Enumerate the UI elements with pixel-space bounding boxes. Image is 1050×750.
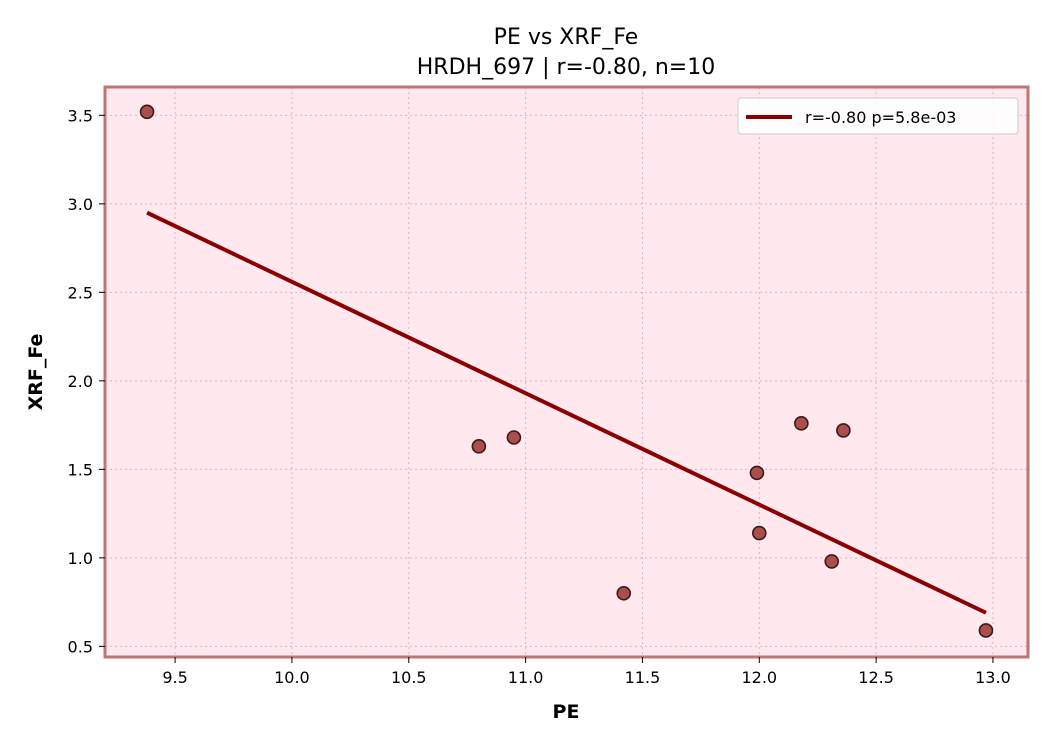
plot-area	[105, 87, 1028, 657]
data-points	[139, 104, 994, 638]
y-tick-label: 0.5	[68, 637, 93, 656]
data-point	[139, 104, 155, 120]
x-tick-label: 10.0	[274, 668, 310, 687]
y-tick-label: 2.0	[68, 372, 93, 391]
x-tick-label: 13.0	[975, 668, 1011, 687]
y-tick-label: 2.5	[68, 283, 93, 302]
legend-label: r=-0.80 p=5.8e-03	[805, 108, 956, 127]
plot-frame	[103, 85, 1030, 659]
legend: r=-0.80 p=5.8e-03	[737, 97, 1019, 135]
x-tick-label: 10.5	[391, 668, 427, 687]
x-tick-label: 12.0	[741, 668, 777, 687]
data-point	[794, 416, 809, 431]
data-point	[824, 554, 840, 569]
y-tick-label: 1.5	[68, 460, 93, 479]
y-tick-label: 1.0	[68, 549, 93, 568]
data-point	[978, 623, 994, 638]
x-tick-label: 11.0	[508, 668, 544, 687]
data-point	[506, 430, 522, 445]
x-tick-label: 11.5	[625, 668, 661, 687]
data-point	[751, 525, 767, 541]
y-axis-ticks: 0.5 1.0 1.5 2.0 2.5 3.0 3.5	[68, 106, 105, 656]
y-tick-label: 3.5	[68, 106, 93, 125]
data-point	[471, 439, 487, 454]
y-axis-label: XRF_Fe	[25, 334, 47, 411]
legend-box	[737, 97, 1019, 135]
x-tick-label: 12.5	[858, 668, 894, 687]
regression-line	[146, 210, 987, 615]
chart-title: PE vs XRF_Fe	[494, 25, 639, 50]
x-tick-label: 9.5	[162, 668, 187, 687]
data-point	[616, 585, 632, 601]
x-axis-label: PE	[553, 701, 580, 723]
data-point	[836, 423, 851, 438]
data-point	[749, 465, 765, 481]
grid-lines	[105, 87, 1028, 657]
y-tick-label: 3.0	[68, 195, 93, 214]
chart-subtitle: HRDH_697 | r=-0.80, n=10	[417, 55, 715, 80]
fit-line-layer	[146, 210, 987, 615]
x-axis-ticks: 9.5 10.0 10.5 11.0 11.5 12.0 12.5 13.0	[162, 657, 1011, 687]
